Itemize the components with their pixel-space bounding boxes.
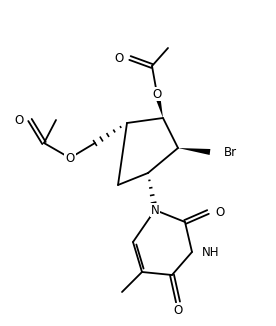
Text: O: O (215, 205, 224, 218)
Text: O: O (115, 52, 124, 65)
Polygon shape (154, 93, 163, 118)
Polygon shape (178, 148, 210, 155)
Text: N: N (151, 203, 159, 216)
Text: O: O (15, 113, 24, 126)
Text: NH: NH (202, 245, 219, 259)
Text: O: O (65, 152, 75, 165)
Text: O: O (173, 304, 183, 317)
Text: Br: Br (224, 145, 237, 158)
Text: O: O (152, 87, 162, 100)
